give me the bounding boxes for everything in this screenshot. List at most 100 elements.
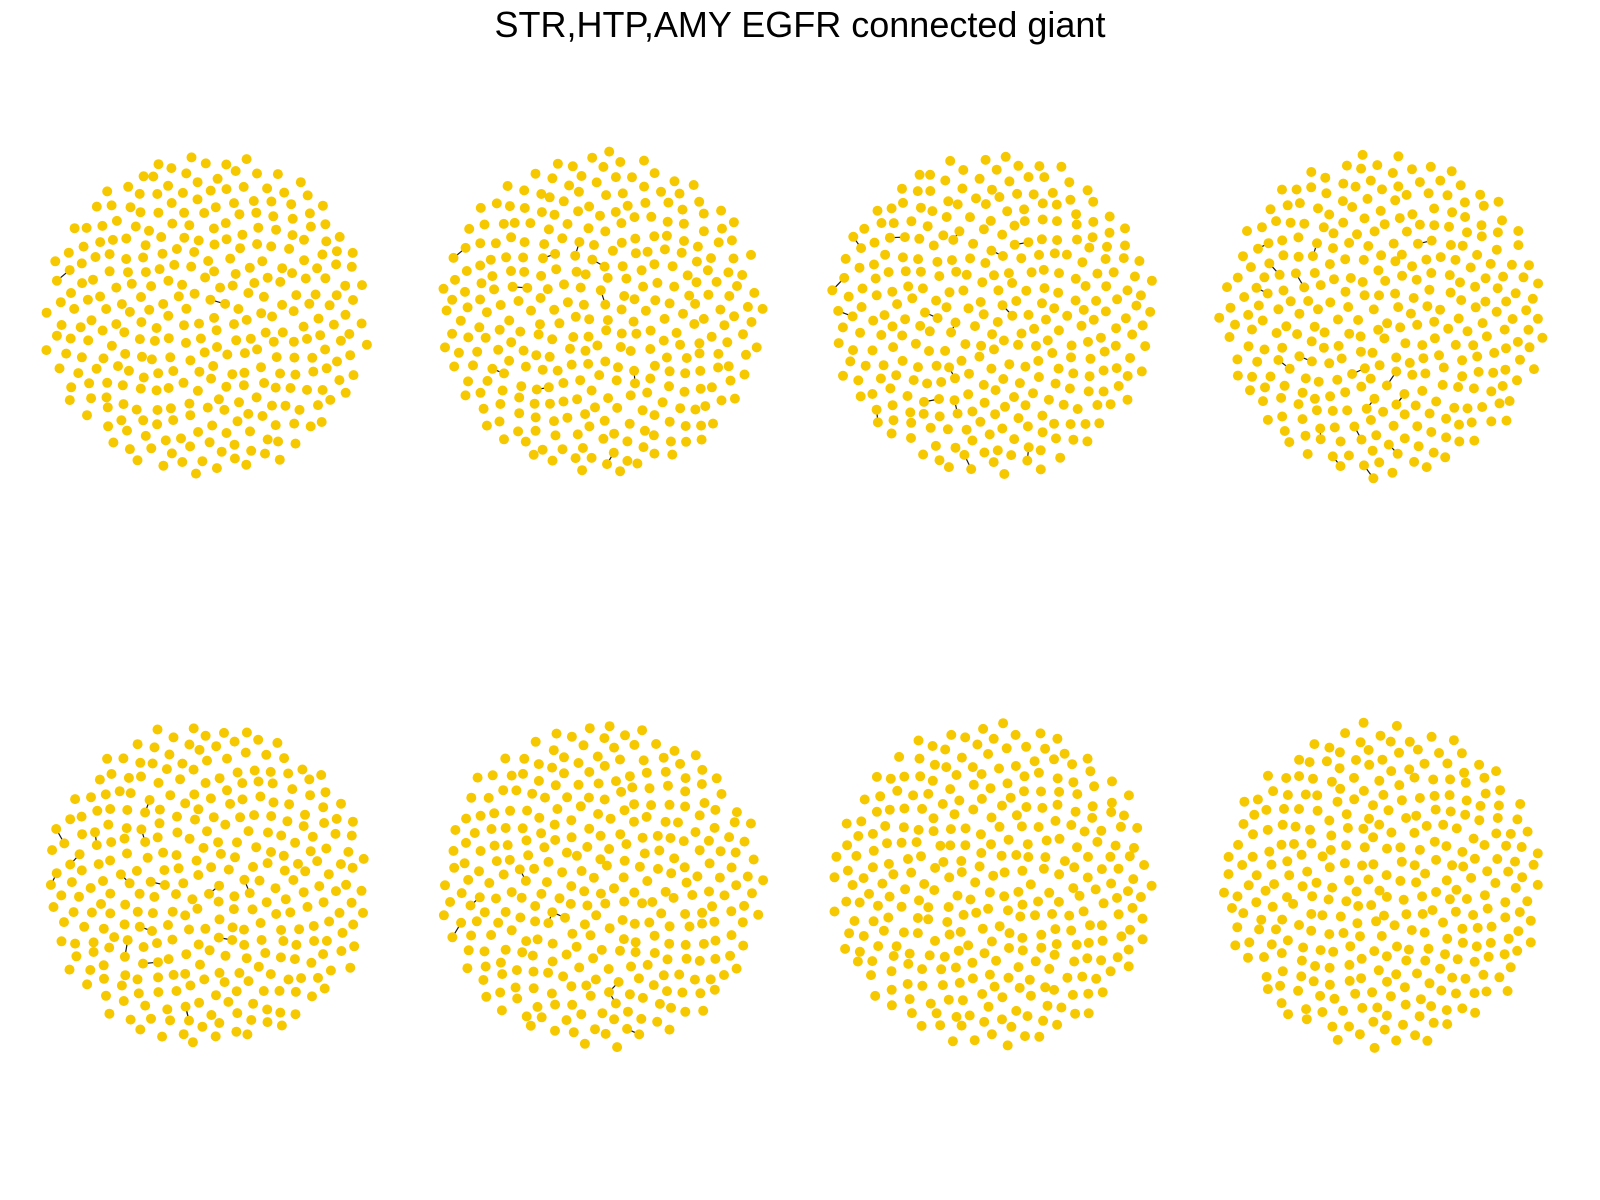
network-node	[680, 773, 691, 784]
network-node	[1350, 181, 1361, 192]
network-node	[898, 197, 908, 208]
network-node	[158, 299, 169, 309]
network-node	[221, 234, 232, 245]
network-node	[723, 267, 734, 278]
network-node	[595, 854, 606, 865]
network-node	[1041, 835, 1052, 846]
network-node	[851, 850, 862, 861]
network-node	[653, 863, 663, 874]
network-node	[856, 816, 867, 827]
network-node	[1469, 956, 1480, 967]
network-node	[1262, 288, 1273, 299]
network-node	[193, 427, 204, 437]
network-node	[871, 806, 882, 817]
network-node	[856, 302, 867, 312]
network-node	[1400, 338, 1411, 349]
network-node	[1341, 840, 1352, 851]
network-node	[677, 204, 688, 215]
network-node	[630, 378, 640, 389]
network-node	[636, 265, 647, 276]
network-node	[1352, 918, 1363, 929]
network-node	[1033, 896, 1044, 907]
network-node	[1066, 340, 1077, 351]
network-node	[140, 1000, 151, 1011]
network-node	[616, 218, 627, 229]
network-node	[1532, 313, 1543, 324]
network-node	[1031, 340, 1041, 351]
network-node	[1373, 324, 1384, 335]
network-node	[1387, 467, 1398, 478]
network-node	[138, 958, 148, 969]
network-node	[505, 805, 516, 816]
network-node	[658, 970, 669, 981]
network-node	[616, 304, 627, 315]
network-node	[974, 861, 985, 872]
network-node	[550, 999, 561, 1010]
network-node	[491, 893, 501, 904]
network-node	[234, 968, 245, 978]
network-node	[463, 376, 474, 387]
network-node	[599, 415, 610, 426]
network-node	[65, 333, 76, 344]
network-node	[235, 243, 246, 254]
network-node	[885, 773, 896, 784]
network-node	[246, 445, 257, 456]
network-node	[1444, 894, 1455, 905]
network-node	[1428, 1017, 1439, 1028]
network-node	[1302, 866, 1313, 877]
network-node	[1376, 931, 1387, 941]
network-node	[868, 315, 879, 326]
network-node	[1401, 189, 1412, 200]
network-node	[204, 945, 215, 956]
network-node	[573, 758, 584, 768]
network-node	[177, 758, 188, 769]
network-node	[1123, 886, 1133, 897]
network-node	[580, 345, 591, 356]
network-node	[541, 877, 552, 888]
network-node	[591, 910, 602, 921]
network-node	[884, 891, 895, 902]
network-node	[88, 947, 99, 957]
network-node	[1291, 184, 1302, 195]
network-node	[487, 363, 498, 374]
network-node	[1466, 872, 1477, 883]
network-node	[474, 866, 484, 877]
network-node	[1125, 353, 1136, 363]
network-node	[1492, 854, 1503, 864]
network-node	[156, 232, 167, 242]
network-panel-3	[827, 151, 1157, 479]
network-node	[1292, 329, 1303, 340]
network-node	[1335, 911, 1346, 922]
network-node	[954, 795, 965, 806]
network-node	[633, 973, 644, 984]
network-node	[270, 883, 281, 894]
network-node	[135, 207, 146, 218]
network-node	[86, 792, 96, 803]
network-node	[1282, 790, 1293, 800]
network-node	[724, 832, 735, 843]
network-node	[190, 814, 200, 825]
network-node	[648, 430, 659, 441]
network-node	[989, 981, 1000, 992]
network-node	[208, 361, 219, 371]
network-node	[559, 768, 569, 779]
network-node	[698, 226, 709, 237]
network-node	[138, 415, 149, 426]
network-node	[749, 287, 760, 298]
network-node	[1325, 845, 1336, 855]
network-node	[680, 368, 691, 379]
network-node	[586, 385, 597, 396]
network-node	[958, 285, 969, 296]
network-node	[1227, 903, 1237, 913]
network-node	[142, 852, 153, 863]
network-node	[1486, 921, 1497, 932]
network-node	[1113, 381, 1124, 391]
network-node	[1074, 890, 1085, 901]
network-node	[1500, 897, 1511, 908]
network-node	[252, 239, 263, 250]
network-node	[335, 859, 346, 870]
network-node	[241, 314, 252, 325]
network-node	[199, 347, 210, 358]
network-node	[1012, 188, 1023, 199]
